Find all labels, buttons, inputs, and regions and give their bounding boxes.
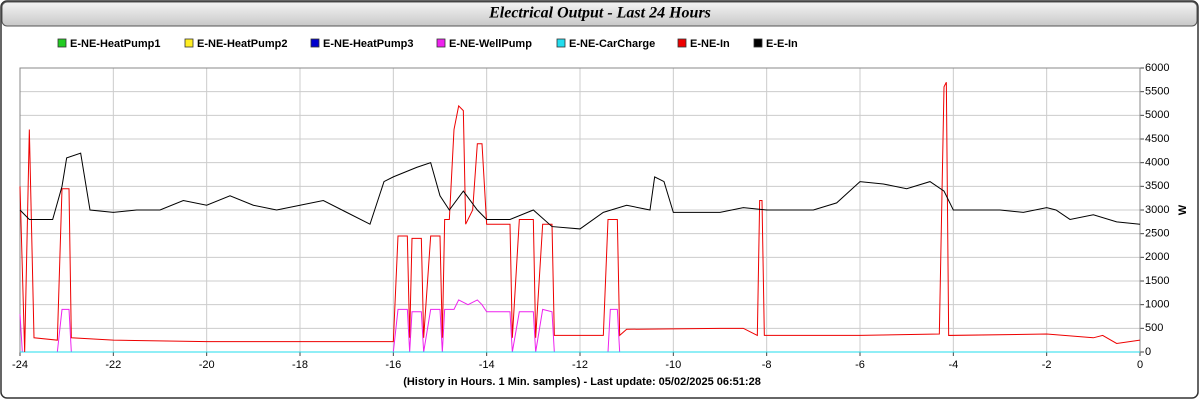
x-tick-label: -20 <box>199 359 215 371</box>
x-tick-label: -14 <box>479 359 495 371</box>
x-axis-label: (History in Hours. 1 Min. samples) - Las… <box>403 376 761 388</box>
y-tick-label: 1500 <box>1145 275 1169 287</box>
y-tick-label: 1000 <box>1145 299 1169 311</box>
x-tick-label: -10 <box>665 359 681 371</box>
x-tick-label: -8 <box>762 359 772 371</box>
y-axis-label: W <box>1177 204 1189 215</box>
legend-label: E-NE-CarCharge <box>569 38 655 50</box>
y-tick-label: 2500 <box>1145 228 1169 240</box>
legend-swatch <box>753 38 763 48</box>
y-tick-label: 3500 <box>1145 180 1169 192</box>
chart-title: Electrical Output - Last 24 Hours <box>488 5 711 22</box>
x-tick-label: -2 <box>1042 359 1052 371</box>
legend-swatch <box>57 38 67 48</box>
x-tick-label: -6 <box>855 359 865 371</box>
legend-swatch <box>677 38 687 48</box>
y-tick-label: 5500 <box>1145 86 1169 98</box>
legend-label: E-NE-HeatPump3 <box>323 38 413 50</box>
series-line <box>19 152 1141 230</box>
legend-label: E-E-In <box>766 38 798 50</box>
legend-label: E-NE-HeatPump1 <box>70 38 160 50</box>
y-tick-label: 0 <box>1145 346 1151 358</box>
y-tick-label: 3000 <box>1145 204 1169 216</box>
legend-swatch <box>310 38 320 48</box>
legend-label: E-NE-WellPump <box>449 38 532 50</box>
y-tick-label: 5000 <box>1145 109 1169 121</box>
legend-label: E-NE-HeatPump2 <box>197 38 287 50</box>
legend-label: E-NE-In <box>690 38 730 50</box>
x-tick-label: -18 <box>292 359 308 371</box>
x-tick-label: 0 <box>1137 359 1143 371</box>
title-bar <box>1 1 1198 27</box>
y-tick-label: 4500 <box>1145 133 1169 145</box>
y-tick-label: 2000 <box>1145 251 1169 263</box>
legend-swatch <box>184 38 194 48</box>
x-tick-label: -16 <box>385 359 401 371</box>
legend-swatch <box>436 38 446 48</box>
legend-swatch <box>556 38 566 48</box>
y-tick-label: 4000 <box>1145 157 1169 169</box>
y-tick-label: 6000 <box>1145 62 1169 74</box>
series-line <box>19 81 1141 353</box>
x-tick-label: -12 <box>572 359 588 371</box>
x-tick-label: -24 <box>12 359 28 371</box>
y-tick-label: 500 <box>1145 322 1163 334</box>
x-tick-label: -22 <box>105 359 121 371</box>
x-tick-label: -4 <box>948 359 958 371</box>
